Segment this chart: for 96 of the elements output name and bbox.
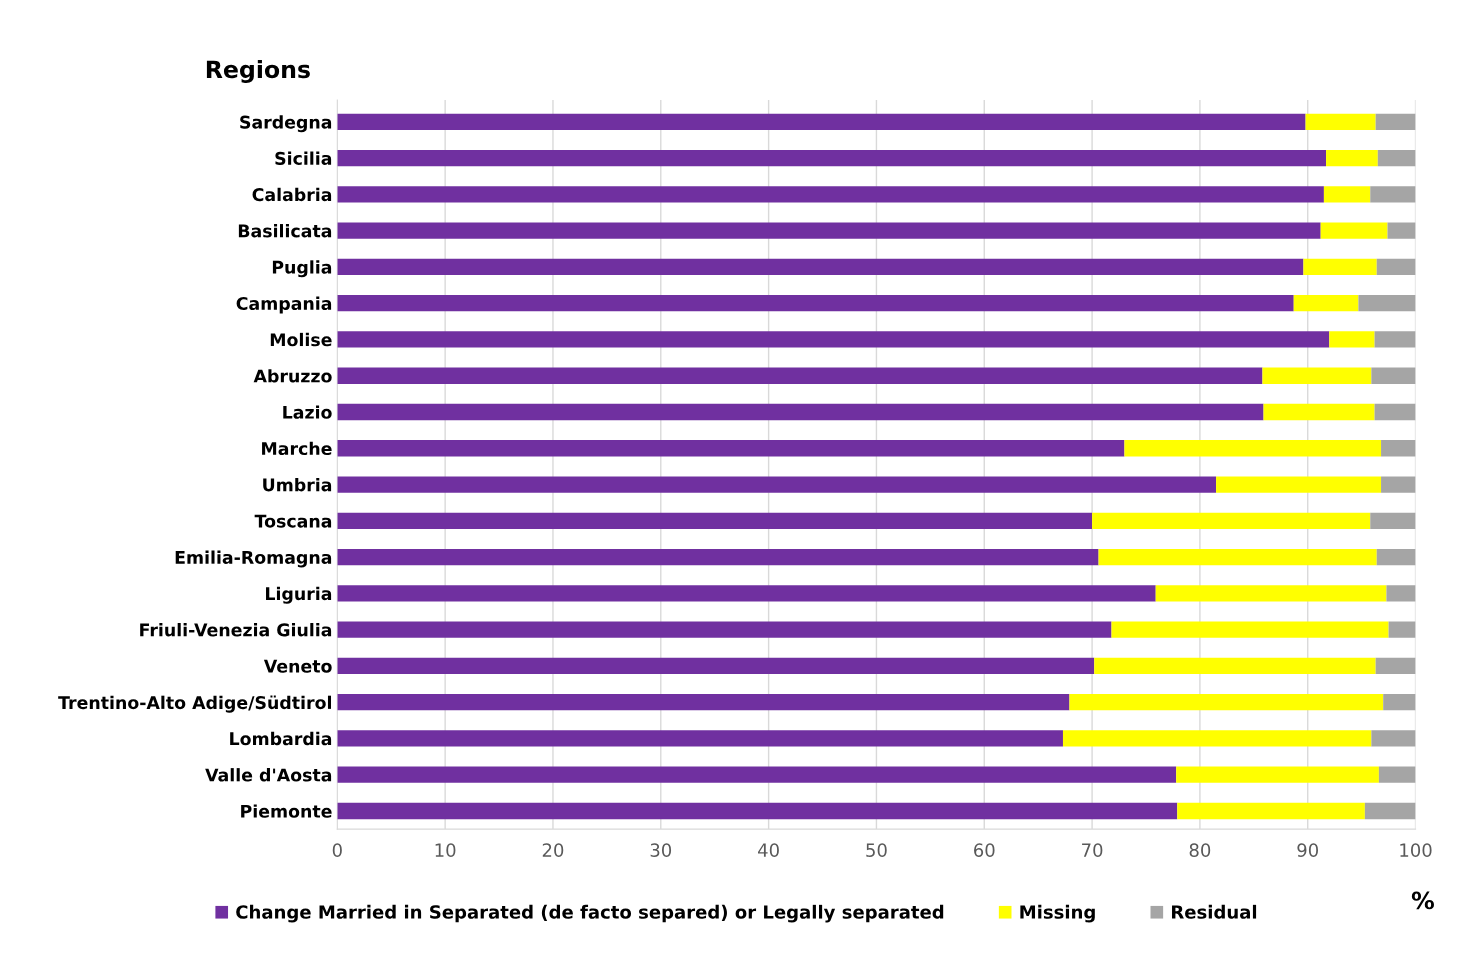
bar: [337, 186, 1324, 203]
x-tick-label: 80: [1189, 843, 1211, 857]
bar: [1370, 512, 1416, 529]
bar: [1111, 621, 1389, 638]
bar: [1098, 548, 1377, 566]
y-tick-label: Toscana: [254, 514, 332, 528]
bar: [1092, 512, 1371, 529]
bar: [337, 258, 1304, 276]
bar: [1216, 476, 1382, 493]
bar: [337, 730, 1063, 747]
bar: [1364, 802, 1416, 820]
legend-label: Residual: [1172, 904, 1257, 919]
y-tick-label: Liguria: [266, 586, 332, 604]
bar: [1293, 295, 1359, 312]
bar: [337, 403, 1264, 421]
y-tick-label: Molise: [270, 332, 332, 347]
y-tick-label: Basilicata: [238, 224, 332, 238]
bar: [337, 548, 1099, 566]
y-tick-label: Campania: [236, 296, 332, 314]
bar: [337, 113, 1306, 130]
bar: [1062, 730, 1372, 747]
bar: [1305, 113, 1376, 130]
bar: [1303, 258, 1377, 276]
y-tick-label: Emilia-Romagna: [175, 550, 332, 568]
bar: [1381, 440, 1416, 457]
x-tick-label: 60: [974, 843, 995, 857]
bar: [1375, 657, 1416, 675]
y-tick-label: Piemonte: [241, 804, 332, 818]
bar: [337, 367, 1263, 384]
bar: [1387, 222, 1416, 239]
y-tick-label: Lombardia: [230, 731, 332, 746]
bar: [1388, 621, 1416, 638]
bar: [1371, 730, 1416, 747]
y-tick-label: Calabria: [252, 187, 332, 202]
x-tick-label: 70: [1082, 843, 1103, 857]
bar: [337, 802, 1178, 820]
y-tick-label: Lazio: [283, 405, 332, 419]
bar: [1069, 694, 1384, 711]
bar: [1358, 295, 1416, 312]
y-tick-label: Sardegna: [240, 115, 332, 133]
bar: [1329, 331, 1375, 348]
y-tick-label: Veneto: [263, 659, 332, 673]
x-tick-label: 100: [1400, 843, 1432, 857]
bar: [1370, 186, 1416, 203]
bar: [1176, 766, 1379, 783]
bar: [337, 694, 1070, 711]
bar: [337, 295, 1294, 312]
bar: [1320, 222, 1388, 239]
bar: [337, 331, 1330, 348]
bar: [1378, 766, 1416, 783]
bar: [337, 476, 1217, 493]
bar: [337, 512, 1093, 529]
bar: [337, 149, 1327, 167]
bar: [337, 585, 1156, 602]
x-tick-label: 90: [1297, 843, 1319, 857]
x-tick-label: 40: [758, 843, 779, 857]
x-tick-label: 20: [542, 843, 564, 857]
y-tick-label: Sicilia: [275, 151, 332, 165]
bar: [1263, 403, 1375, 421]
bar: [1376, 548, 1416, 566]
bar: [1371, 367, 1416, 384]
y-axis-title: Regions: [206, 59, 310, 83]
x-tick-label: 30: [650, 843, 672, 857]
bar: [1386, 585, 1416, 602]
bar: [1177, 802, 1365, 820]
bar: [1326, 149, 1378, 167]
bar: [1374, 403, 1416, 421]
bar: [1383, 694, 1416, 711]
y-tick-label: Friuli-Venezia Giulia: [140, 623, 332, 637]
bar: [1374, 331, 1416, 348]
bar: [1377, 149, 1416, 167]
y-tick-label: Trentino-Alto Adige/Südtirol: [58, 695, 331, 713]
legend-label: Missing: [1020, 904, 1095, 923]
bar: [1323, 186, 1371, 203]
bar: [1124, 440, 1382, 457]
bar: [1375, 113, 1416, 130]
bar: [1155, 585, 1387, 602]
bar: [337, 222, 1321, 239]
x-tick-label: 0: [332, 843, 342, 857]
bar: [337, 440, 1125, 457]
x-tick-label: 10: [435, 843, 456, 857]
y-tick-label: Umbria: [263, 477, 332, 492]
bar: [337, 766, 1177, 783]
x-axis-title: %: [1411, 891, 1434, 910]
bar: [337, 657, 1095, 675]
y-tick-label: Marche: [262, 441, 332, 456]
y-tick-label: Abruzzo: [253, 369, 332, 383]
bar: [1094, 657, 1376, 675]
legend-label: Change Married in Separated (de facto separed) or Legally separated: [236, 904, 944, 923]
bar: [337, 621, 1112, 638]
x-tick-label: 50: [866, 843, 887, 857]
bar: [1376, 258, 1416, 276]
bar: [1262, 367, 1372, 384]
y-tick-label: Valle d'Aosta: [205, 768, 332, 782]
bar: [1381, 476, 1416, 493]
y-tick-label: Puglia: [272, 260, 332, 278]
